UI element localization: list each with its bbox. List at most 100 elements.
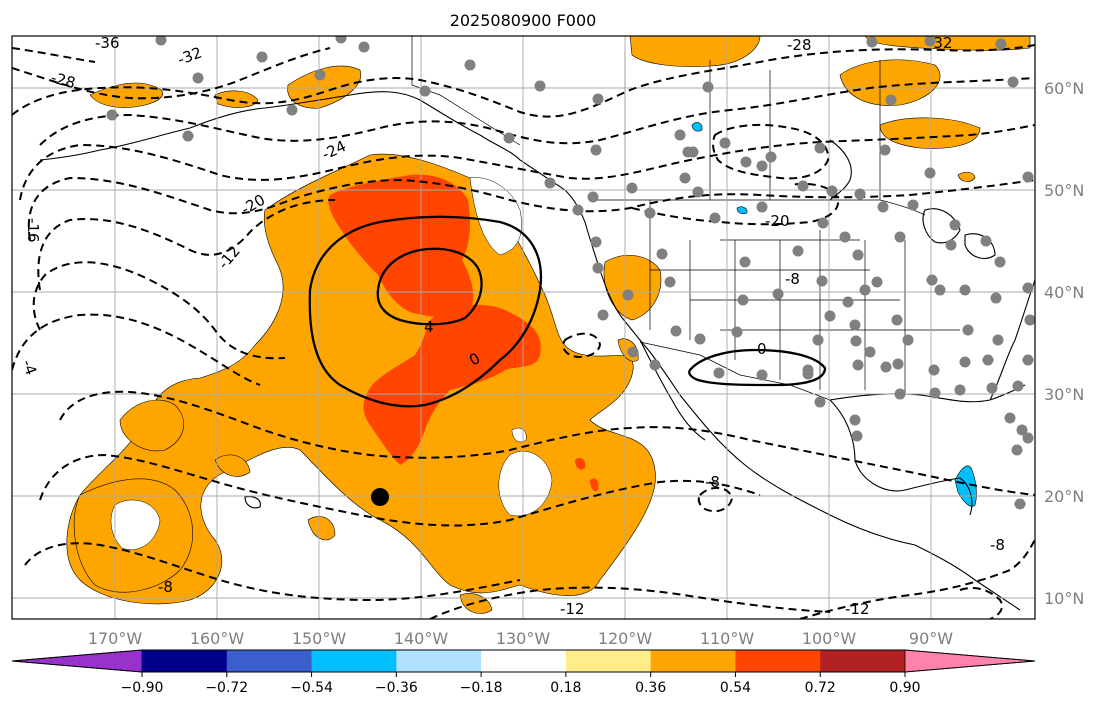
map-title: 2025080900 F000 <box>450 11 597 30</box>
station-dot <box>802 368 814 380</box>
red-field <box>328 174 599 492</box>
colorbar-segment <box>226 650 313 672</box>
station-dot <box>839 231 851 243</box>
orange-patch-us-west <box>603 255 662 321</box>
station-dot <box>670 325 682 337</box>
contour-four-pacific <box>376 247 483 326</box>
station-dot <box>627 346 639 358</box>
station-dot <box>986 382 998 394</box>
colorbar-segment <box>396 650 482 672</box>
station-dot <box>959 284 971 296</box>
contour-zero-pacific <box>308 215 543 408</box>
station-dot <box>929 387 941 399</box>
red-region-north <box>328 174 474 317</box>
contour-label-dashed: -28 <box>787 36 812 54</box>
station-dot <box>907 199 919 211</box>
orange-alaska-1 <box>89 82 163 108</box>
station-dot <box>859 284 871 296</box>
station-dot <box>687 146 699 158</box>
contour-label-dashed: -8 <box>158 578 173 596</box>
contour-label-dashed: -28 <box>49 68 77 92</box>
station-dot <box>891 314 903 326</box>
colorbar-tick-label: 0.90 <box>889 680 920 696</box>
station-dot <box>694 333 706 345</box>
station-dot <box>719 137 731 149</box>
station-dot <box>980 235 992 247</box>
dashed-contours <box>12 44 1035 619</box>
station-dot <box>737 294 749 306</box>
colorbar-segment <box>481 650 567 672</box>
colorbar-segment <box>311 650 397 672</box>
colorbar-segment <box>820 650 906 672</box>
great-lakes-2 <box>964 233 996 259</box>
station-dot <box>649 359 661 371</box>
map-area: -36 -32 -28 -28 -32 -24 -20 -16 -12 -20 … <box>12 36 1035 619</box>
coast-alaska-south <box>99 91 586 223</box>
station-dot <box>866 36 878 48</box>
map-frame <box>11 35 1036 620</box>
colorbar-ticks: −0.90 −0.72 −0.54 −0.36 −0.18 0.18 0.36 0.54 0.7… <box>121 672 921 696</box>
station-dot <box>1011 444 1023 456</box>
lon-label: 170°W <box>88 629 143 648</box>
station-dot <box>772 288 784 300</box>
station-dot <box>792 245 804 257</box>
lon-label: 130°W <box>496 629 551 648</box>
solid-contours <box>308 215 827 408</box>
station-dot <box>664 276 676 288</box>
station-dot <box>924 167 936 179</box>
colorbar-tick-label: −0.18 <box>460 680 503 696</box>
station-dot <box>674 129 686 141</box>
lat-label: 30°N <box>1044 385 1084 404</box>
coastlines <box>39 91 1035 611</box>
orange-patch-hawaii-2 <box>214 454 251 477</box>
lat-label: 60°N <box>1044 79 1084 98</box>
station-dot <box>592 93 604 105</box>
colorbar-tick-label: 0.36 <box>635 680 666 696</box>
station-dot <box>572 204 584 216</box>
station-dot <box>756 160 768 172</box>
border-us-canada <box>590 199 926 216</box>
station-dot <box>990 292 1002 304</box>
colorbar-tick-label: −0.36 <box>375 680 418 696</box>
contour-label-dashed: -12 <box>560 600 585 618</box>
orange-canada-ne-2 <box>879 117 981 149</box>
station-dot <box>992 334 1004 346</box>
station-dot <box>679 172 691 184</box>
colorbar-tick-label: 0.54 <box>720 680 751 696</box>
station-dots <box>106 36 1035 510</box>
station-dot <box>995 38 1007 50</box>
colorbar-tick-label: −0.90 <box>121 680 164 696</box>
station-dot <box>756 369 768 381</box>
contour-label-dashed: -16 <box>24 218 42 243</box>
station-dot <box>880 361 892 373</box>
station-dot <box>945 239 957 251</box>
station-dot <box>622 289 634 301</box>
station-dot <box>849 414 861 426</box>
station-dot <box>503 132 515 144</box>
station-dot <box>182 130 194 142</box>
station-dot <box>1022 171 1034 183</box>
station-dot <box>1022 354 1034 366</box>
station-dot <box>702 81 714 93</box>
contour-label-solid: 4 <box>424 318 434 336</box>
contour-label-dashed: -12 <box>845 600 870 618</box>
contour-zero-us <box>688 348 827 387</box>
buoy-marker-icon <box>371 488 389 506</box>
lon-label: 150°W <box>292 629 347 648</box>
station-dot <box>854 188 866 200</box>
orange-patch-pacific-w <box>119 399 184 452</box>
contour-label-dashed: -8 <box>785 270 800 288</box>
station-dot <box>954 384 966 396</box>
station-dot <box>842 296 854 308</box>
station-dot <box>1014 498 1026 510</box>
grid-lines <box>12 36 1035 619</box>
station-dot <box>155 36 167 46</box>
lon-label: 120°W <box>598 629 653 648</box>
colorbar-segment <box>735 650 821 672</box>
lon-label: 160°W <box>190 629 245 648</box>
orange-patch-south <box>459 593 493 614</box>
station-dot <box>894 231 906 243</box>
lat-label: 20°N <box>1044 487 1084 506</box>
station-dot <box>871 276 883 288</box>
